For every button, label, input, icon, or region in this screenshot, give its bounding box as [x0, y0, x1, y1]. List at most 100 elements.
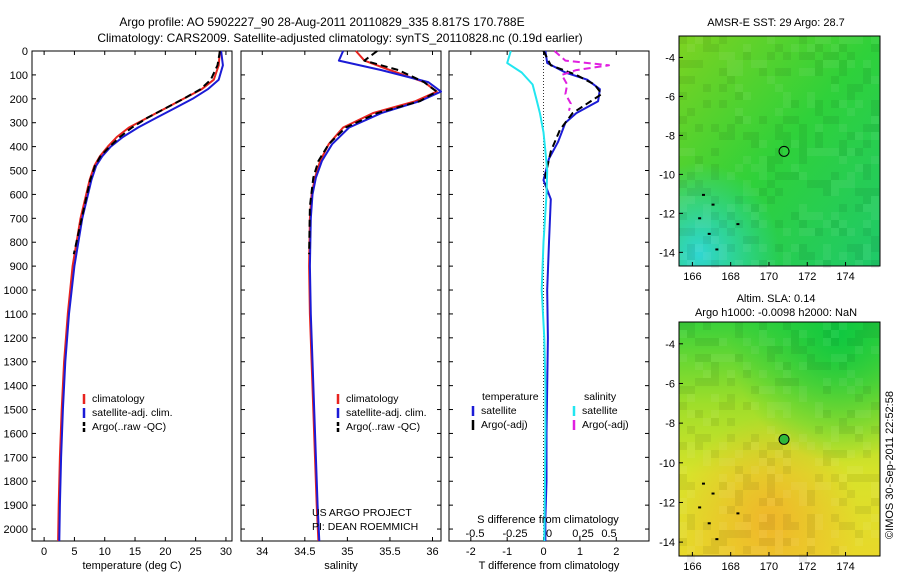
map-cell: [871, 322, 879, 330]
map-cell: [775, 124, 783, 132]
map-cell: [679, 386, 687, 394]
map-cell: [687, 76, 695, 84]
map-cell: [735, 164, 743, 172]
map-cell: [791, 212, 799, 220]
map-cell: [831, 76, 839, 84]
map-cell: [695, 164, 703, 172]
map-cell: [719, 100, 727, 108]
map-cell: [719, 490, 727, 498]
map-cell: [855, 132, 863, 140]
map-cell: [847, 52, 855, 60]
map-cell: [871, 36, 879, 44]
map-cell: [703, 100, 711, 108]
map-cell: [687, 490, 695, 498]
map-cell: [807, 498, 815, 506]
map-cell: [823, 450, 831, 458]
map-cell: [703, 434, 711, 442]
map-cell: [751, 546, 759, 554]
map-cell: [743, 362, 751, 370]
legend-label: satellite: [582, 405, 618, 417]
map-cell: [783, 68, 791, 76]
map-cell: [767, 164, 775, 172]
map-cell: [831, 228, 839, 236]
map-cell: [807, 100, 815, 108]
map-cell: [679, 148, 687, 156]
map-cell: [759, 338, 767, 346]
map-cell: [695, 60, 703, 68]
x2-tick-label: 0: [546, 528, 552, 540]
map-cell: [815, 522, 823, 530]
series-line: [308, 50, 442, 542]
island-mark: [707, 232, 711, 235]
map-cell: [871, 188, 879, 196]
x-tick-label: 166: [683, 561, 701, 573]
map-cell: [703, 458, 711, 466]
map-cell: [799, 490, 807, 498]
map-cell: [775, 44, 783, 52]
map-cell: [831, 434, 839, 442]
y-tick-label: -10: [659, 169, 675, 181]
y-tick-label: -8: [665, 418, 675, 430]
map-cell: [759, 322, 767, 330]
map-cell: [735, 108, 743, 116]
map-cell: [703, 188, 711, 196]
legend-label: satellite: [481, 405, 517, 417]
map-cell: [767, 196, 775, 204]
map-cell: [863, 188, 871, 196]
map-cell: [703, 220, 711, 228]
map-cell: [839, 378, 847, 386]
map-cell: [767, 490, 775, 498]
map-cell: [831, 100, 839, 108]
map-cell: [855, 84, 863, 92]
x-tick-label: 172: [798, 561, 816, 573]
map-cell: [799, 498, 807, 506]
map-cell: [775, 188, 783, 196]
map-cell: [703, 378, 711, 386]
x-tick-label: 170: [760, 561, 778, 573]
map-cell: [695, 188, 703, 196]
map-cell: [847, 450, 855, 458]
map-cell: [799, 132, 807, 140]
map-cell: [767, 260, 775, 268]
y-tick-label: -6: [665, 91, 675, 103]
x2-tick-label: 0.5: [601, 528, 616, 540]
map-cell: [759, 68, 767, 76]
map-cell: [767, 36, 775, 44]
map-cell: [711, 338, 719, 346]
map-cell: [679, 212, 687, 220]
map-cell: [871, 100, 879, 108]
map-cell: [823, 148, 831, 156]
y-tick-label: 600: [10, 189, 28, 201]
map-cell: [791, 338, 799, 346]
map-cell: [847, 228, 855, 236]
map-cell: [839, 522, 847, 530]
map-cell: [687, 60, 695, 68]
map-cell: [823, 362, 831, 370]
map-cell: [687, 394, 695, 402]
map-cell: [839, 498, 847, 506]
legend-label: climatology: [346, 393, 399, 405]
map-cell: [847, 244, 855, 252]
map-cell: [855, 474, 863, 482]
map-cell: [839, 204, 847, 212]
map-cell: [687, 546, 695, 554]
map-cell: [807, 52, 815, 60]
map-cell: [823, 60, 831, 68]
map-cell: [831, 116, 839, 124]
map-cell: [863, 220, 871, 228]
map-cell: [855, 36, 863, 44]
map-cell: [727, 212, 735, 220]
map-cell: [751, 204, 759, 212]
map-cell: [863, 228, 871, 236]
map-cell: [743, 180, 751, 188]
y-tick-label: 1000: [4, 285, 28, 297]
map-cell: [871, 498, 879, 506]
map-cell: [759, 330, 767, 338]
map-cell: [743, 188, 751, 196]
map-cell: [783, 466, 791, 474]
y-tick-label: 1100: [4, 309, 28, 321]
map-cell: [719, 554, 727, 562]
map-cell: [815, 458, 823, 466]
map-cell: [847, 132, 855, 140]
map-cell: [783, 100, 791, 108]
